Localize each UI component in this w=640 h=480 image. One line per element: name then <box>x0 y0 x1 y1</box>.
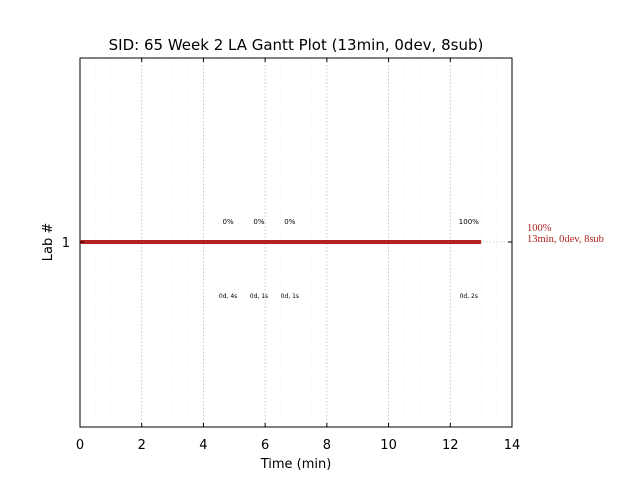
y-axis: 1 <box>62 236 512 251</box>
submission-detail-label: 0d, 1s <box>250 293 268 300</box>
x-tick-label: 14 <box>504 438 521 453</box>
x-axis: 0 2 4 6 8 10 12 14 <box>76 58 520 453</box>
chart-title: SID: 65 Week 2 LA Gantt Plot (13min, 0de… <box>109 36 484 54</box>
x-tick-label: 8 <box>323 438 331 453</box>
x-tick-label: 2 <box>138 438 146 453</box>
submission-percent-label: 100% <box>459 218 479 226</box>
x-tick-label: 4 <box>199 438 207 453</box>
annotations: 0% 0d, 4s 0% 0d, 1s 0% 0d, 1s 100% 0d, 2s <box>219 218 479 300</box>
submission-percent-label: 0% <box>223 218 234 226</box>
x-tick-label: 0 <box>76 438 84 453</box>
submission-detail-label: 0d, 2s <box>460 293 478 300</box>
x-tick-label: 6 <box>261 438 269 453</box>
summary-label: 100% 13min, 0dev, 8sub <box>527 223 604 245</box>
summary-percent: 100% <box>527 223 552 234</box>
submission-percent-label: 0% <box>253 218 264 226</box>
summary-stats: 13min, 0dev, 8sub <box>527 234 604 245</box>
x-axis-label: Time (min) <box>260 457 332 472</box>
y-axis-label: Lab # <box>41 223 56 262</box>
submission-detail-label: 0d, 1s <box>281 293 299 300</box>
submission-percent-label: 0% <box>284 218 295 226</box>
submission-detail-label: 0d, 4s <box>219 293 237 300</box>
x-tick-label: 10 <box>380 438 397 453</box>
y-tick-label: 1 <box>62 236 70 251</box>
x-tick-label: 12 <box>442 438 459 453</box>
